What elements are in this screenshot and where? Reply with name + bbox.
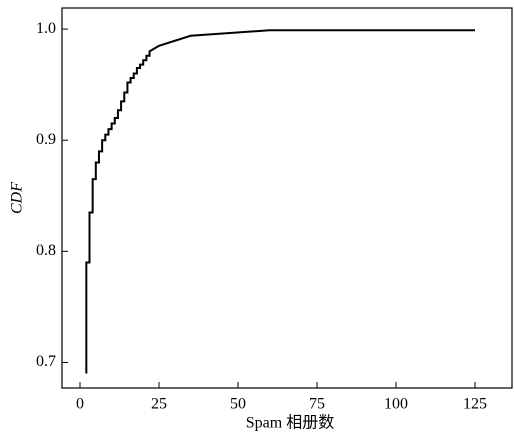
y-tick-label: 1.0 (36, 20, 56, 37)
y-tick-label: 0.8 (36, 242, 56, 259)
y-tick-label: 0.7 (36, 353, 56, 370)
x-axis-label: Spam 相册数 (246, 414, 334, 432)
x-tick-label: 0 (76, 396, 84, 413)
y-axis-label: CDF (9, 182, 26, 214)
x-tick-label: 25 (151, 396, 167, 413)
y-tick-label: 0.9 (36, 131, 56, 148)
x-tick-label: 125 (463, 396, 487, 413)
x-tick-label: 75 (309, 396, 325, 413)
cdf-line (85, 29, 476, 374)
x-tick-label: 100 (384, 396, 408, 413)
plot-frame (61, 7, 513, 389)
x-tick-label: 50 (230, 396, 246, 413)
